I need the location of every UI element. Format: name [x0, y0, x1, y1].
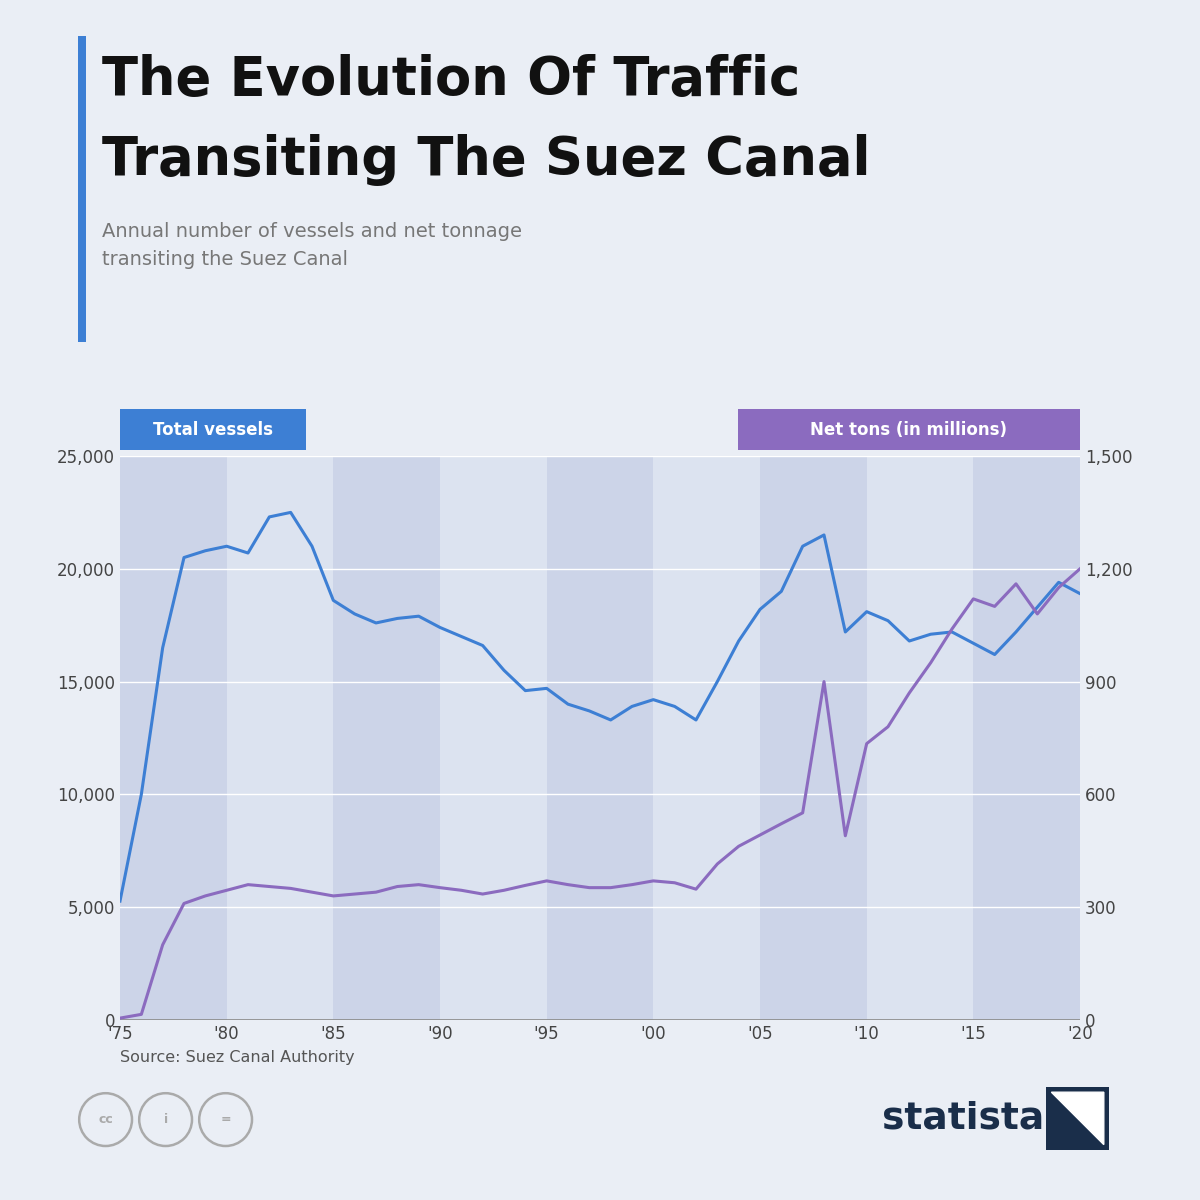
- Bar: [760, 456, 866, 1020]
- Bar: [120, 456, 227, 1020]
- Bar: [1080, 456, 1102, 1020]
- Bar: [227, 456, 334, 1020]
- Text: cc: cc: [98, 1114, 113, 1126]
- Text: Net tons (in millions): Net tons (in millions): [810, 420, 1008, 438]
- Text: Source: Suez Canal Authority: Source: Suez Canal Authority: [120, 1050, 355, 1066]
- Bar: [653, 456, 760, 1020]
- Text: Transiting The Suez Canal: Transiting The Suez Canal: [102, 134, 870, 186]
- Text: The Evolution Of Traffic: The Evolution Of Traffic: [102, 54, 800, 106]
- Text: Annual number of vessels and net tonnage
transiting the Suez Canal: Annual number of vessels and net tonnage…: [102, 222, 522, 269]
- Bar: [334, 456, 440, 1020]
- Bar: [440, 456, 547, 1020]
- Text: statista: statista: [882, 1100, 1044, 1136]
- Text: =: =: [221, 1114, 230, 1126]
- Bar: [973, 456, 1080, 1020]
- Polygon shape: [1051, 1092, 1104, 1145]
- Bar: [866, 456, 973, 1020]
- Bar: [547, 456, 653, 1020]
- Text: i: i: [163, 1114, 168, 1126]
- Text: Total vessels: Total vessels: [154, 420, 274, 438]
